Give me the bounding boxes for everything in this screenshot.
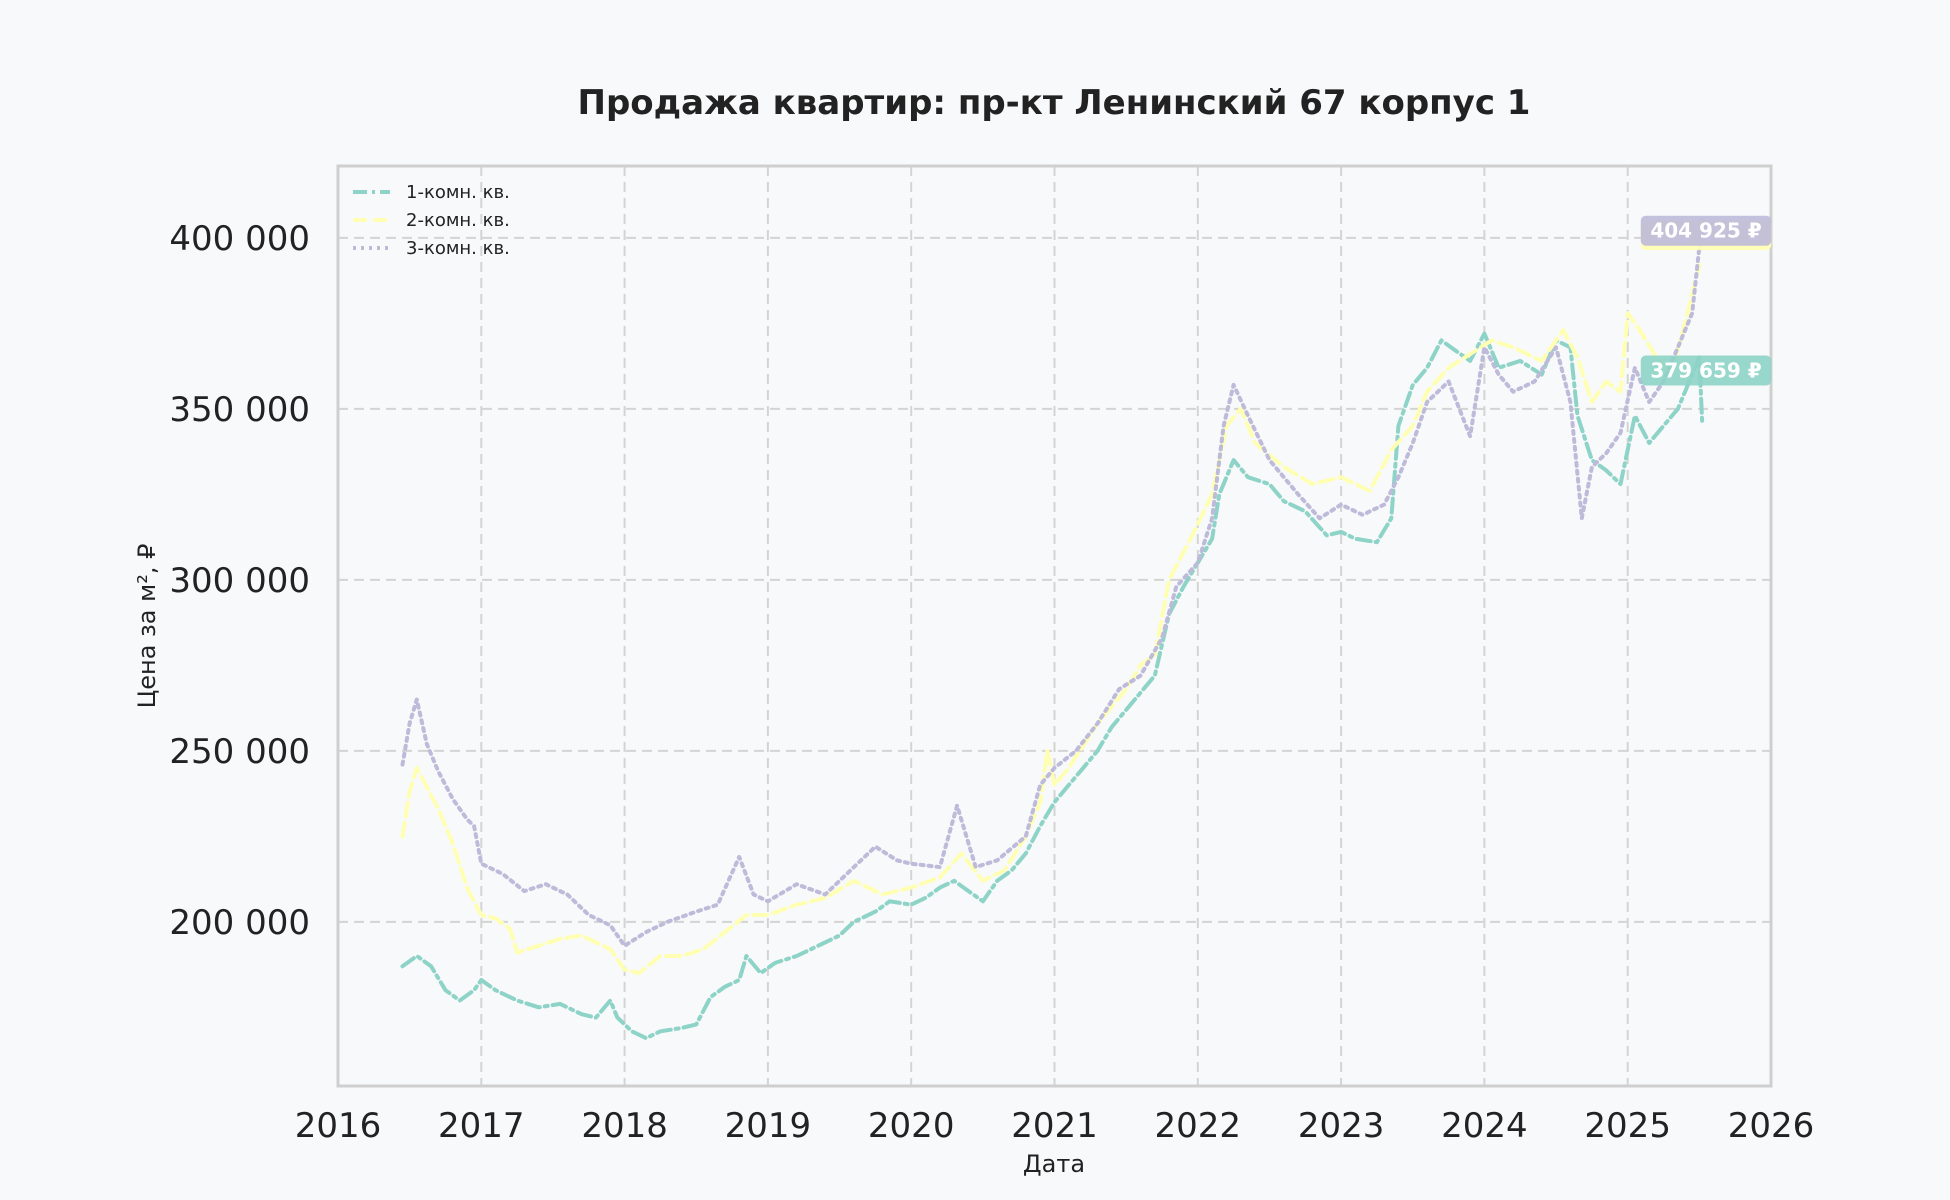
x-tick-label: 2019 xyxy=(725,1106,812,1146)
y-tick-label: 300 000 xyxy=(169,561,310,601)
x-tick-label: 2021 xyxy=(1011,1106,1098,1146)
x-tick-label: 2025 xyxy=(1584,1106,1671,1146)
y-tick-label: 200 000 xyxy=(169,903,310,943)
plot-frame xyxy=(336,164,1773,1088)
legend-label: 1-комн. кв. xyxy=(406,182,510,203)
x-tick-label: 2022 xyxy=(1155,1106,1242,1146)
series-line xyxy=(400,263,1702,976)
x-axis-ticks: 2016 2017 2018 2019 2020 2021 2022 2023 2024 2025… xyxy=(295,1106,1815,1146)
end-label-box xyxy=(1640,355,1772,386)
y-tick-label: 250 000 xyxy=(169,732,310,772)
y-tick-label: 350 000 xyxy=(169,390,310,430)
x-tick-label: 2026 xyxy=(1728,1106,1815,1146)
x-tick-label: 2020 xyxy=(868,1106,955,1146)
end-labels: 379 659 ₽392 427 ₽404 925 ₽ xyxy=(1640,215,1772,386)
series-line xyxy=(400,218,1705,948)
y-axis-label: Цена за м², ₽ xyxy=(133,544,161,709)
end-label-text: 404 925 ₽ xyxy=(1650,219,1761,243)
x-axis-label: Дата xyxy=(1023,1150,1085,1178)
x-tick-label: 2017 xyxy=(438,1106,525,1146)
legend-label: 2-комн. кв. xyxy=(406,210,510,231)
x-tick-label: 2023 xyxy=(1298,1106,1385,1146)
x-tick-label: 2024 xyxy=(1441,1106,1528,1146)
x-tick-label: 2018 xyxy=(581,1106,668,1146)
series-layer xyxy=(400,218,1705,1041)
x-tick-label: 2016 xyxy=(295,1106,382,1146)
legend: 1-комн. кв. 2-комн. кв. 3-комн. кв. xyxy=(353,182,510,259)
y-tick-label: 400 000 xyxy=(169,219,310,259)
series-line xyxy=(400,331,1705,1041)
legend-label: 3-комн. кв. xyxy=(406,238,510,259)
chart-title: Продажа квартир: пр-кт Ленинский 67 корп… xyxy=(578,83,1531,123)
end-label-box xyxy=(1640,215,1772,246)
y-axis-ticks: 200 000 250 000 300 000 350 000 400 000 xyxy=(169,219,310,943)
end-label-text: 379 659 ₽ xyxy=(1650,359,1761,383)
